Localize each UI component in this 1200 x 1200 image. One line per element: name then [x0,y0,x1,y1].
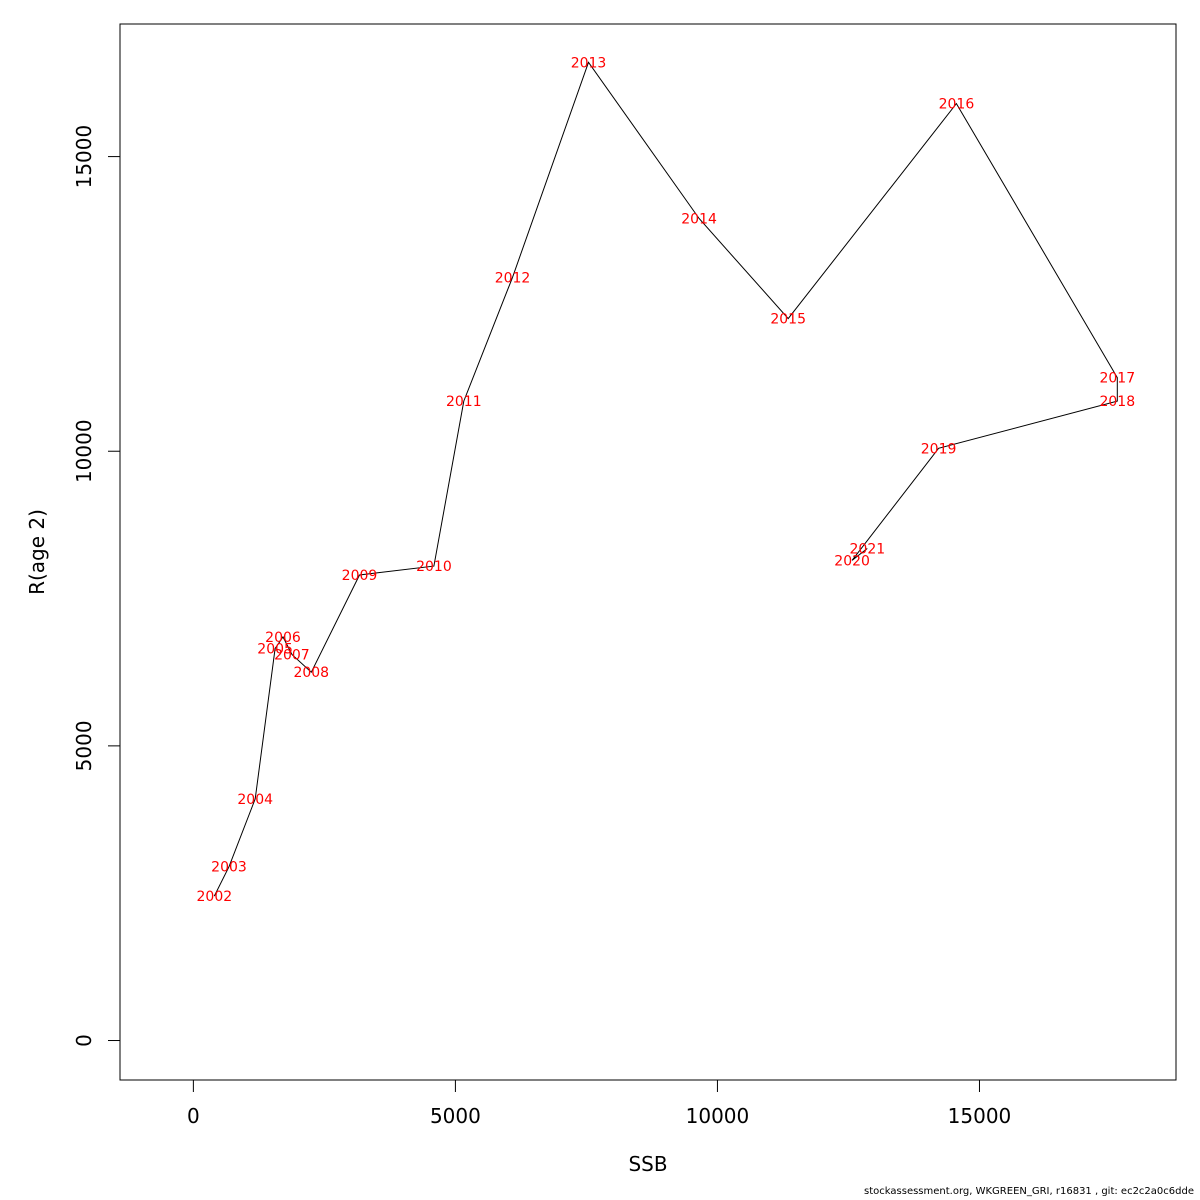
point-label: 2009 [342,568,378,584]
point-label: 2015 [770,312,806,328]
y-axis-title: R(age 2) [25,509,49,595]
point-label: 2016 [939,97,975,113]
series-line [213,61,1118,897]
point-label: 2019 [921,441,957,457]
footer-credit: stockassessment.org, WKGREEN_GRI, r16831… [864,1186,1194,1197]
point-label: 2007 [274,648,310,664]
x-tick-label: 5000 [430,1104,481,1128]
x-axis-title: SSB [628,1152,667,1176]
x-tick-label: 10000 [686,1104,750,1128]
x-tick-label: 0 [187,1104,200,1128]
point-label: 2010 [416,559,452,575]
point-label: 2005 [257,642,293,658]
y-tick-label: 5000 [72,720,96,771]
y-tick-label: 10000 [72,419,96,483]
year-labels: 2002200320042005200620072008200920102011… [197,55,1136,905]
x-tick-label: 15000 [948,1104,1012,1128]
x-axis: 0 5000 10000 15000 [187,1079,1012,1128]
y-tick-label: 0 [72,1034,96,1047]
point-label: 2012 [495,270,531,286]
point-label: 2014 [681,211,717,227]
y-axis: 0 5000 10000 15000 [72,125,121,1047]
point-label: 2021 [850,541,886,557]
point-label: 2002 [197,889,233,905]
point-label: 2013 [571,55,607,71]
point-label: 2003 [211,860,247,876]
point-label: 2011 [446,394,482,410]
point-label: 2018 [1099,394,1135,410]
point-label: 2006 [265,630,301,646]
y-tick-label: 15000 [72,125,96,189]
point-label: 2008 [293,665,329,681]
point-label: 2020 [834,553,870,569]
point-label: 2017 [1099,371,1135,387]
point-label: 2004 [237,792,273,808]
ssb-recruitment-series [213,61,1118,897]
